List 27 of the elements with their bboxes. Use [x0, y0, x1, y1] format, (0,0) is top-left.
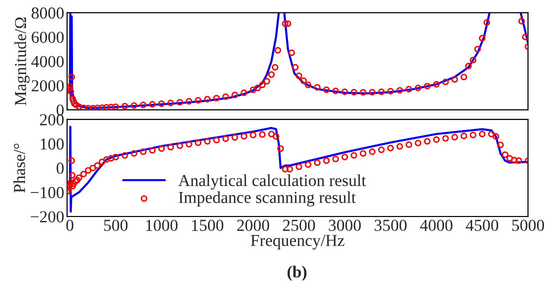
x-tick-label: 500 [104, 220, 128, 231]
y-axis-title: Phase/° [13, 144, 26, 193]
x-tick-label: 1500 [192, 220, 224, 231]
legend-label: Impedance scanning result [178, 191, 356, 206]
x-tick-label: 4500 [466, 220, 498, 231]
x-tick-label: 2000 [237, 220, 270, 231]
x-tick-label: 0 [66, 220, 74, 231]
y-tick-label: −100 [30, 186, 64, 198]
y-tick-label: 0 [56, 104, 64, 116]
x-tick-label: 5000 [512, 220, 544, 231]
text: (b) [288, 266, 306, 281]
x-tick-label: 1000 [146, 220, 178, 231]
y-tick-label: −200 [30, 211, 64, 222]
x-axis-title: Frequency/Hz [250, 234, 344, 250]
y-tick-label: 200 [40, 114, 64, 126]
x-tick-label: 4000 [420, 220, 452, 231]
y-tick-label: 4000 [31, 56, 64, 68]
x-tick-label: 2500 [282, 220, 315, 231]
y-tick-label: 0 [56, 162, 64, 174]
y-tick-label: 8000 [32, 7, 64, 19]
y-tick-label: 100 [40, 138, 64, 150]
x-tick-label: 3000 [328, 220, 361, 231]
y-tick-label: 2000 [32, 80, 64, 92]
y-tick-label: 6000 [32, 32, 64, 43]
x-tick-label: 3500 [374, 220, 407, 231]
legend-label: Analytical calculation result [178, 174, 366, 190]
y-axis-title: Magnitude/Ω [14, 18, 30, 106]
